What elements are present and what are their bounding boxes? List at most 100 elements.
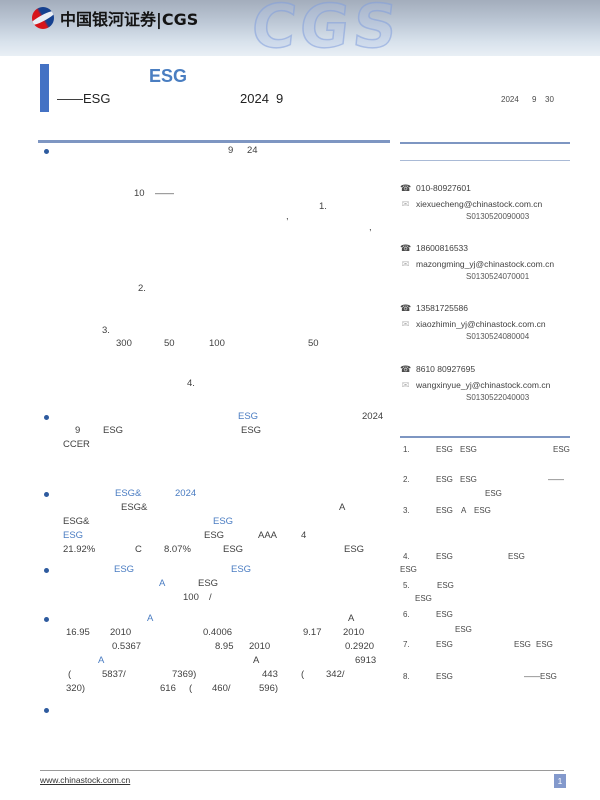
phone-row: ☎ 18600816533 — [400, 240, 582, 256]
text-fragment: 6913 — [355, 655, 377, 666]
text-fragment: ( — [301, 669, 305, 680]
email-row: ✉ mazongming_yj@chinastock.com.cn — [400, 256, 582, 272]
text-fragment: A — [253, 655, 260, 666]
text-fragment: 0.4006 — [203, 627, 233, 638]
text-fragment: 24 — [247, 145, 258, 156]
text-fragment: ESG — [514, 640, 531, 649]
text-fragment: ESG — [460, 445, 477, 454]
text-fragment: A — [159, 578, 166, 589]
text-fragment: A — [348, 613, 355, 624]
sidebar-divider-related — [400, 436, 570, 438]
text-fragment: A — [461, 506, 467, 515]
text-fragment: ESG — [198, 578, 219, 589]
text-fragment: ESG — [436, 640, 453, 649]
bullet-icon — [44, 568, 49, 573]
text-fragment: —— — [155, 188, 174, 199]
text-fragment: 21.92% — [63, 544, 96, 555]
text-fragment: ESG& — [115, 488, 142, 499]
text-fragment: ESG — [508, 552, 525, 561]
report-date-day: 30 — [545, 95, 554, 104]
text-fragment: 16.95 — [66, 627, 90, 638]
page-number-badge: 1 — [554, 774, 566, 788]
text-fragment: ESG — [231, 564, 252, 575]
text-fragment: 5837/ — [102, 669, 126, 680]
mail-icon: ✉ — [401, 198, 410, 209]
text-fragment: , — [369, 222, 372, 233]
text-fragment: ESG& — [63, 516, 90, 527]
text-fragment: 2010 — [110, 627, 132, 638]
text-fragment: A — [98, 655, 105, 666]
text-fragment: ESG — [238, 411, 259, 422]
text-fragment: 6. — [403, 610, 410, 619]
text-fragment: 9.17 — [303, 627, 322, 638]
email-row: ✉ xiaozhimin_yj@chinastock.com.cn — [400, 316, 582, 332]
text-fragment: ( — [189, 683, 193, 694]
mail-icon: ✉ — [401, 318, 410, 329]
text-fragment: 100 — [183, 592, 199, 603]
license-number: S0130520090003 — [466, 212, 530, 221]
phone-number: 010-80927601 — [416, 183, 471, 193]
text-fragment: ESG — [455, 625, 472, 634]
analyst-contact-1: ☎ 010-80927601 ✉ xiexuecheng@chinastock.… — [400, 180, 582, 225]
text-fragment: 10 — [134, 188, 145, 199]
text-fragment: ESG — [436, 552, 453, 561]
text-fragment: ESG — [114, 564, 135, 575]
text-fragment: 9 — [75, 425, 81, 436]
mail-icon: ✉ — [401, 379, 410, 390]
license-number: S0130524070001 — [466, 272, 530, 281]
analyst-contact-3: ☎ 13581725586 ✉ xiaozhimin_yj@chinastock… — [400, 300, 582, 345]
text-fragment: 7369) — [172, 669, 197, 680]
text-fragment: 443 — [262, 669, 278, 680]
title-accent-bar — [40, 64, 49, 112]
text-fragment: 100 — [209, 338, 225, 349]
text-fragment: 2024 — [362, 411, 384, 422]
text-fragment: 8.95 — [215, 641, 234, 652]
report-subtitle: ——ESG — [57, 91, 111, 106]
email-address: xiaozhimin_yj@chinastock.com.cn — [416, 319, 546, 329]
text-fragment: 4. — [187, 378, 195, 389]
license-number: S0130524080004 — [466, 332, 530, 341]
text-fragment: 342/ — [326, 669, 345, 680]
analyst-contact-4: ☎ 8610 80927695 ✉ wangxinyue_yj@chinasto… — [400, 361, 582, 406]
text-fragment: CCER — [63, 439, 90, 450]
phone-icon: ☎ — [400, 182, 412, 193]
text-fragment: ESG — [241, 425, 262, 436]
report-date-year: 2024 — [501, 95, 519, 104]
text-fragment: 5. — [403, 581, 410, 590]
text-fragment: 2024 — [175, 488, 197, 499]
text-fragment: 3. — [403, 506, 410, 515]
text-fragment: ESG — [400, 565, 417, 574]
email-address: wangxinyue_yj@chinastock.com.cn — [416, 380, 551, 390]
text-fragment: 8.07% — [164, 544, 191, 555]
text-fragment: 3. — [102, 325, 110, 336]
phone-number: 18600816533 — [416, 243, 469, 253]
mail-icon: ✉ — [401, 258, 410, 269]
email-row: ✉ wangxinyue_yj@chinastock.com.cn — [400, 377, 582, 393]
analyst-contact-2: ☎ 18600816533 ✉ mazongming_yj@chinastock… — [400, 240, 582, 285]
text-fragment: ESG — [204, 530, 225, 541]
text-fragment: A — [147, 613, 154, 624]
text-fragment: 9 — [228, 145, 234, 156]
text-fragment: ESG — [436, 506, 453, 515]
text-fragment: 4 — [301, 530, 307, 541]
text-fragment: ESG — [436, 475, 453, 484]
text-fragment: ESG — [437, 581, 454, 590]
sidebar-divider-top — [400, 142, 570, 144]
text-fragment: ESG — [536, 640, 553, 649]
subtitle-year: 2024 — [240, 91, 269, 106]
email-address: mazongming_yj@chinastock.com.cn — [416, 259, 555, 269]
text-fragment: 1. — [403, 445, 410, 454]
text-fragment: ESG — [474, 506, 491, 515]
phone-icon: ☎ — [400, 363, 412, 374]
text-fragment: 616 — [160, 683, 176, 694]
text-fragment: ESG — [63, 530, 84, 541]
bullet-icon — [44, 149, 49, 154]
website-link[interactable]: www.chinastock.com.cn — [40, 775, 131, 785]
text-fragment: ESG — [436, 610, 453, 619]
text-fragment: ESG — [436, 445, 453, 454]
phone-number: 13581725586 — [416, 303, 469, 313]
phone-row: ☎ 8610 80927695 — [400, 361, 582, 377]
brand: 中国银河证券|CGS — [32, 6, 198, 30]
phone-number: 8610 80927695 — [416, 364, 476, 374]
